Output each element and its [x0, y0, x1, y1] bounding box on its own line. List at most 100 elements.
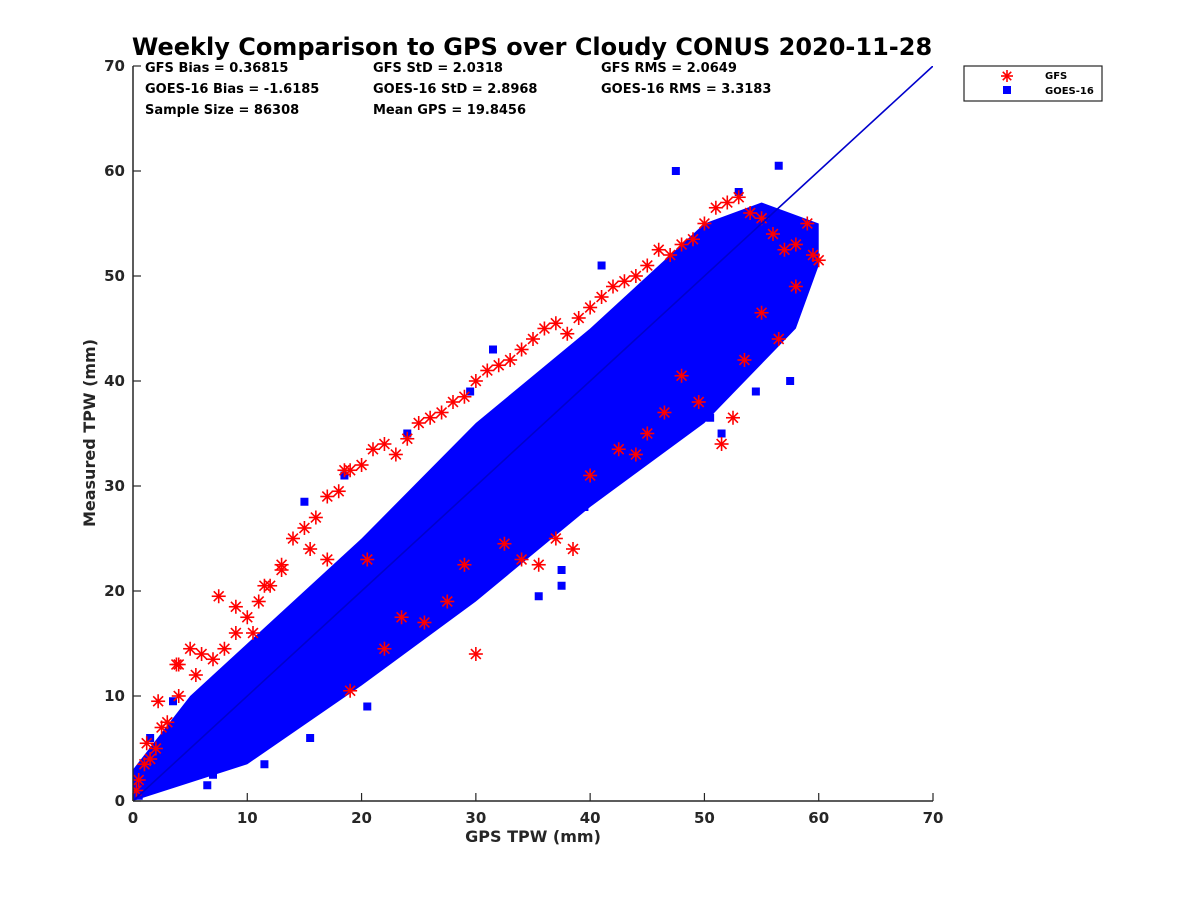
goes16-point: [243, 713, 252, 721]
goes16-point: [254, 702, 263, 711]
y-tick-label: 10: [104, 687, 125, 705]
gfs-point: [566, 542, 580, 556]
gfs-point: [583, 468, 598, 483]
goes16-point: [700, 261, 709, 270]
goes16-point: [717, 429, 726, 438]
gfs-point: [606, 279, 620, 294]
gfs-point: [246, 626, 260, 640]
goes16-point: [346, 608, 355, 616]
gfs-point: [417, 615, 432, 630]
gfs-point: [640, 426, 655, 441]
goes16-point: [334, 618, 343, 627]
gfs-point: [531, 557, 546, 572]
goes16-point: [357, 597, 366, 606]
goes16-point: [671, 167, 680, 175]
gfs-point: [640, 258, 655, 273]
gfs-point: [651, 242, 666, 257]
gfs-point: [497, 536, 512, 551]
gfs-point: [714, 437, 729, 451]
gfs-point: [674, 368, 689, 383]
x-tick-label: 70: [923, 809, 944, 827]
goes16-point: [689, 266, 697, 275]
gfs-point: [320, 552, 335, 567]
gfs-point: [571, 311, 586, 325]
goes16-point: [323, 634, 332, 643]
gfs-point: [737, 353, 752, 367]
gfs-point: [228, 599, 243, 614]
goes16-point: [403, 550, 412, 559]
x-tick-label: 50: [694, 809, 715, 827]
gfs-point: [183, 641, 198, 656]
goes16-point: [300, 655, 309, 664]
x-tick-label: 10: [237, 809, 258, 827]
y-axis-label: Measured TPW (mm): [80, 339, 99, 527]
goes16-point: [494, 450, 503, 459]
gfs-point: [151, 694, 166, 709]
gfs-point: [766, 227, 780, 241]
gfs-point: [257, 578, 272, 593]
goes16-point: [266, 692, 275, 700]
gfs-point: [137, 757, 152, 772]
gfs-point: [228, 626, 243, 640]
gfs-point: [514, 342, 529, 357]
gfs-point: [491, 358, 506, 373]
goes16-point: [751, 387, 760, 396]
gfs-point: [320, 489, 335, 504]
goes16-point: [380, 571, 389, 580]
goes16-point: [786, 377, 795, 385]
legend: GFS GOES-16: [963, 65, 1103, 102]
goes16-point: [631, 319, 640, 328]
gfs-point: [731, 190, 746, 205]
gfs-point: [771, 332, 786, 346]
stat-text: GOES-16 StD = 2.8968: [373, 82, 537, 97]
legend-gfs-label: GFS: [1045, 71, 1067, 82]
gfs-point: [548, 316, 563, 331]
gfs-point: [674, 237, 689, 252]
gfs-point: [400, 431, 415, 446]
goes16-point: [546, 524, 555, 532]
x-tick-label: 0: [128, 809, 138, 827]
gfs-point: [377, 641, 392, 656]
gfs-point: [360, 552, 375, 567]
gfs-point: [457, 389, 472, 404]
goes16-point: [449, 497, 457, 506]
gfs-point: [188, 668, 203, 682]
stat-text: GOES-16 RMS = 3.3183: [601, 82, 771, 97]
gfs-point: [366, 442, 380, 457]
goes16-point: [586, 361, 595, 370]
goes-density-band: [133, 202, 819, 801]
goes16-point: [563, 382, 572, 391]
goes16-point: [711, 251, 720, 259]
gfs-point: [286, 531, 300, 546]
gfs-point: [480, 363, 495, 378]
goes16-point: [620, 329, 629, 338]
goes16-point: [426, 513, 435, 522]
gfs-point: [308, 510, 323, 525]
gfs-point: [446, 395, 460, 409]
gfs-point: [548, 531, 563, 546]
goes16-point: [574, 371, 583, 380]
gfs-point: [583, 300, 598, 315]
goes16-point: [363, 702, 372, 711]
gfs-point: [594, 290, 609, 304]
gfs-point: [194, 647, 209, 661]
goes16-point: [551, 392, 560, 401]
stat-text: GFS StD = 2.0318: [373, 61, 503, 76]
goes16-point: [529, 419, 537, 427]
goes16-point: [471, 476, 480, 485]
goes16-point: [557, 581, 566, 590]
goes16-point: [466, 387, 475, 396]
stat-text: GOES-16 Bias = -1.6185: [145, 82, 319, 97]
gfs-point: [133, 773, 146, 787]
goes16-point: [780, 224, 789, 233]
goes16-point: [597, 350, 606, 359]
goes16-point: [203, 781, 212, 790]
gfs-point: [343, 683, 358, 698]
gfs-point: [160, 715, 175, 730]
chart-title: Weekly Comparison to GPS over Cloudy CON…: [132, 33, 932, 61]
gfs-point: [394, 610, 409, 625]
goes16-point: [483, 466, 492, 475]
stat-text: Sample Size = 86308: [145, 103, 299, 118]
gfs-point: [217, 641, 232, 656]
